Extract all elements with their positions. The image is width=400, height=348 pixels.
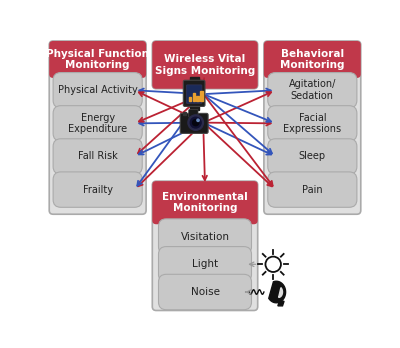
- FancyBboxPatch shape: [264, 41, 361, 214]
- Polygon shape: [269, 281, 286, 303]
- FancyBboxPatch shape: [152, 41, 258, 89]
- Text: Agitation/
Sedation: Agitation/ Sedation: [289, 79, 336, 101]
- Polygon shape: [196, 96, 199, 101]
- Polygon shape: [193, 93, 195, 101]
- Text: Fall Risk: Fall Risk: [78, 151, 118, 161]
- FancyBboxPatch shape: [183, 80, 205, 106]
- Text: Frailty: Frailty: [83, 184, 113, 195]
- Polygon shape: [156, 79, 254, 85]
- FancyBboxPatch shape: [49, 41, 146, 78]
- FancyBboxPatch shape: [158, 219, 252, 254]
- Text: Wireless Vital
Signs Monitoring: Wireless Vital Signs Monitoring: [155, 54, 255, 76]
- Text: Physical Activity: Physical Activity: [58, 85, 138, 95]
- Text: Energy
Expenditure: Energy Expenditure: [68, 113, 127, 134]
- Polygon shape: [190, 105, 199, 110]
- FancyBboxPatch shape: [189, 110, 198, 117]
- FancyBboxPatch shape: [268, 139, 357, 174]
- Text: Pain: Pain: [302, 184, 323, 195]
- FancyBboxPatch shape: [180, 113, 208, 133]
- FancyBboxPatch shape: [152, 41, 258, 89]
- Circle shape: [190, 117, 201, 128]
- Text: Facial
Expressions: Facial Expressions: [283, 113, 342, 134]
- FancyBboxPatch shape: [268, 106, 357, 141]
- FancyBboxPatch shape: [53, 172, 142, 207]
- Text: Physical Function
Monitoring: Physical Function Monitoring: [46, 49, 149, 70]
- Text: Visitation: Visitation: [180, 231, 230, 242]
- FancyBboxPatch shape: [53, 73, 142, 108]
- Circle shape: [193, 119, 199, 126]
- Polygon shape: [279, 288, 282, 298]
- FancyBboxPatch shape: [268, 73, 357, 108]
- Text: Environmental
Monitoring: Environmental Monitoring: [162, 192, 248, 213]
- FancyBboxPatch shape: [158, 247, 252, 282]
- FancyBboxPatch shape: [53, 139, 142, 174]
- FancyBboxPatch shape: [186, 85, 202, 103]
- Text: Sleep: Sleep: [299, 151, 326, 161]
- Text: Noise: Noise: [190, 287, 220, 297]
- Polygon shape: [189, 97, 191, 101]
- Circle shape: [197, 119, 199, 121]
- Polygon shape: [190, 77, 199, 82]
- FancyBboxPatch shape: [264, 41, 361, 78]
- FancyBboxPatch shape: [53, 106, 142, 141]
- FancyBboxPatch shape: [49, 41, 146, 214]
- FancyBboxPatch shape: [268, 172, 357, 207]
- Polygon shape: [183, 112, 186, 115]
- FancyBboxPatch shape: [158, 274, 252, 310]
- Polygon shape: [278, 301, 284, 306]
- Polygon shape: [53, 68, 142, 74]
- Polygon shape: [200, 91, 203, 101]
- Circle shape: [188, 115, 204, 130]
- FancyBboxPatch shape: [152, 181, 258, 224]
- Text: Behavioral
Monitoring: Behavioral Monitoring: [280, 49, 344, 70]
- Polygon shape: [268, 68, 357, 74]
- FancyBboxPatch shape: [152, 181, 258, 310]
- Polygon shape: [156, 214, 254, 220]
- Text: Light: Light: [192, 259, 218, 269]
